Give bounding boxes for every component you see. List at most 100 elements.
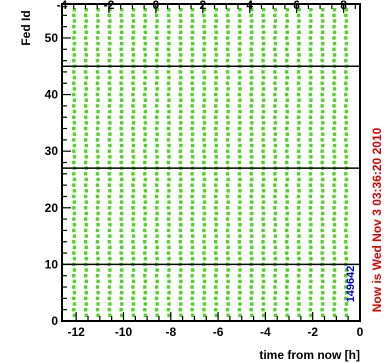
data-point <box>96 87 100 91</box>
data-point <box>108 257 112 261</box>
data-point <box>250 121 254 125</box>
data-point <box>332 155 337 159</box>
data-point <box>226 7 230 12</box>
data-point <box>285 155 289 159</box>
data-point <box>95 47 100 51</box>
data-column <box>83 7 88 318</box>
data-point <box>308 70 313 74</box>
data-point <box>250 53 254 57</box>
data-point <box>285 313 289 318</box>
data-point <box>202 126 206 131</box>
data-point <box>308 81 313 85</box>
data-point <box>202 200 207 204</box>
data-point <box>296 13 301 18</box>
data-point <box>143 36 147 40</box>
data-point <box>332 183 336 187</box>
data-point <box>273 24 277 29</box>
data-point <box>83 58 88 63</box>
data-point <box>120 109 124 114</box>
data-point <box>320 58 324 63</box>
data-point <box>308 307 313 312</box>
data-point <box>96 223 100 227</box>
data-point <box>72 53 77 57</box>
data-point <box>273 58 277 63</box>
data-point <box>285 7 289 12</box>
data-point <box>166 217 171 221</box>
data-point <box>225 115 230 119</box>
data-point <box>250 19 254 23</box>
data-point <box>226 268 230 272</box>
data-point <box>166 228 171 233</box>
data-point <box>96 211 100 216</box>
data-point <box>261 279 266 284</box>
data-point <box>249 251 253 255</box>
data-point <box>96 290 100 295</box>
data-point <box>332 58 336 63</box>
data-point <box>190 126 194 131</box>
data-point <box>225 24 230 29</box>
data-point <box>214 70 218 74</box>
data-point <box>226 257 230 261</box>
data-point <box>214 245 219 250</box>
data-point <box>143 115 147 119</box>
data-point <box>261 24 265 29</box>
data-point <box>321 121 325 125</box>
data-point <box>309 302 313 306</box>
data-point <box>154 251 159 255</box>
data-point <box>96 200 100 204</box>
data-point <box>250 87 254 91</box>
data-point <box>202 143 207 148</box>
data-point <box>273 217 277 221</box>
data-point <box>332 70 336 74</box>
data-point <box>250 7 254 12</box>
data-point <box>297 223 301 227</box>
data-point <box>320 13 324 18</box>
data-point <box>167 87 171 91</box>
data-column <box>320 7 325 318</box>
data-point <box>190 19 195 23</box>
data-point <box>237 194 242 199</box>
data-point <box>273 70 277 74</box>
data-point <box>178 104 182 108</box>
data-point <box>178 296 182 301</box>
data-point <box>154 228 159 233</box>
data-point <box>131 189 136 193</box>
data-point <box>202 240 206 244</box>
data-point <box>84 75 88 80</box>
data-point <box>344 13 348 18</box>
data-point <box>308 240 313 244</box>
data-point <box>72 126 76 131</box>
data-point <box>238 143 242 148</box>
data-point <box>237 172 242 176</box>
data-point <box>155 302 159 306</box>
data-point <box>344 24 348 29</box>
data-point <box>261 81 265 85</box>
data-point <box>72 121 77 125</box>
data-point <box>72 223 77 227</box>
data-point <box>72 234 77 238</box>
data-point <box>143 126 147 131</box>
data-point <box>190 257 195 261</box>
data-point <box>119 217 123 221</box>
data-point <box>190 81 194 85</box>
data-point <box>297 268 301 272</box>
data-point <box>226 223 230 227</box>
data-point <box>309 177 313 182</box>
data-point <box>284 138 289 142</box>
data-point <box>308 160 313 165</box>
data-point <box>155 313 159 318</box>
data-point <box>344 30 349 35</box>
data-point <box>226 132 230 136</box>
data-point <box>238 268 242 272</box>
data-point <box>202 274 206 278</box>
data-point <box>131 217 135 221</box>
data-point <box>238 313 242 318</box>
data-point <box>178 138 182 142</box>
data-point <box>238 121 242 125</box>
data-point <box>308 47 313 51</box>
data-point <box>190 290 195 295</box>
data-point <box>84 223 88 227</box>
data-point <box>143 223 148 227</box>
data-point <box>344 70 348 74</box>
data-point <box>332 307 336 312</box>
